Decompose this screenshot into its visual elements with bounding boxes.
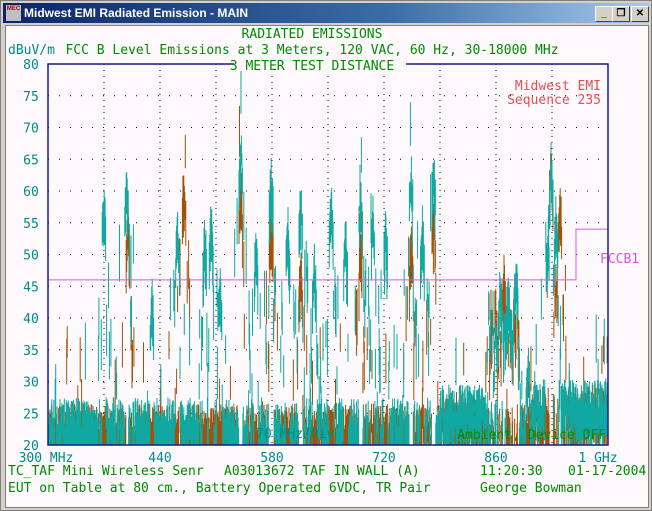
window-title: Midwest EMI Radiated Emission - MAIN — [24, 6, 249, 20]
y-tick-label: 40 — [23, 312, 39, 327]
y-tick-label: 30 — [23, 376, 39, 391]
y-tick-label: 65 — [23, 153, 39, 168]
y-tick-label: 20 — [23, 439, 39, 454]
x-tick-label: 300 MHz — [19, 451, 74, 466]
emissions-chart: RADIATED EMISSIONS FCC B Level Emissions… — [8, 27, 646, 496]
app-icon: MEC — [6, 5, 21, 21]
operator: George Bowman — [480, 481, 582, 496]
y-tick-label: 55 — [23, 217, 39, 232]
test-distance: 3 METER TEST DISTANCE — [230, 59, 394, 74]
y-tick-label: 60 — [23, 185, 39, 200]
x-tick-label: 860 — [484, 451, 507, 466]
x-tick-label: 580 — [260, 451, 283, 466]
ambient-label: Ambient, Device OFF — [457, 428, 606, 443]
limit-label: FCCB1 — [600, 252, 639, 267]
x-div-label: 70 MHz/Div — [256, 427, 334, 442]
y-tick-label: 45 — [23, 280, 39, 295]
minimize-button[interactable]: _ — [595, 6, 613, 22]
test-date: 01-17-2004 — [568, 464, 646, 479]
chart-area: RADIATED EMISSIONS FCC B Level Emissions… — [5, 25, 649, 508]
y-tick-label: 80 — [23, 58, 39, 73]
setup-notes: EUT on Table at 80 cm., Battery Operated… — [8, 481, 431, 496]
y-tick-label: 70 — [23, 122, 39, 137]
title-bar[interactable]: MEC Midwest EMI Radiated Emission - MAIN… — [3, 3, 649, 23]
y-tick-label: 35 — [23, 344, 39, 359]
y-axis-label: dBuV/m — [8, 43, 55, 58]
title-bg — [234, 57, 406, 71]
chart-subtitle: FCC B Level Emissions at 3 Meters, 120 V… — [65, 43, 558, 58]
x-tick-label: 720 — [372, 451, 395, 466]
close-button[interactable]: ✕ — [631, 6, 649, 22]
restore-button[interactable]: ❐ — [612, 6, 630, 22]
test-time: 11:20:30 — [480, 464, 543, 479]
y-tick-label: 50 — [23, 249, 39, 264]
limit-line — [48, 228, 608, 281]
chart-title: RADIATED EMISSIONS — [242, 27, 383, 42]
x-tick-label: 1 GHz — [578, 451, 617, 466]
y-tick-label: 25 — [23, 407, 39, 422]
eut-id: A03013672 TAF IN WALL (A) — [224, 464, 420, 479]
sequence-label: Sequence 235 — [507, 93, 601, 108]
y-tick-label: 75 — [23, 90, 39, 105]
eut-name: TC_TAF Mini Wireless Senr — [8, 464, 204, 479]
x-tick-label: 440 — [148, 451, 171, 466]
company-label: Midwest EMI — [515, 79, 601, 94]
